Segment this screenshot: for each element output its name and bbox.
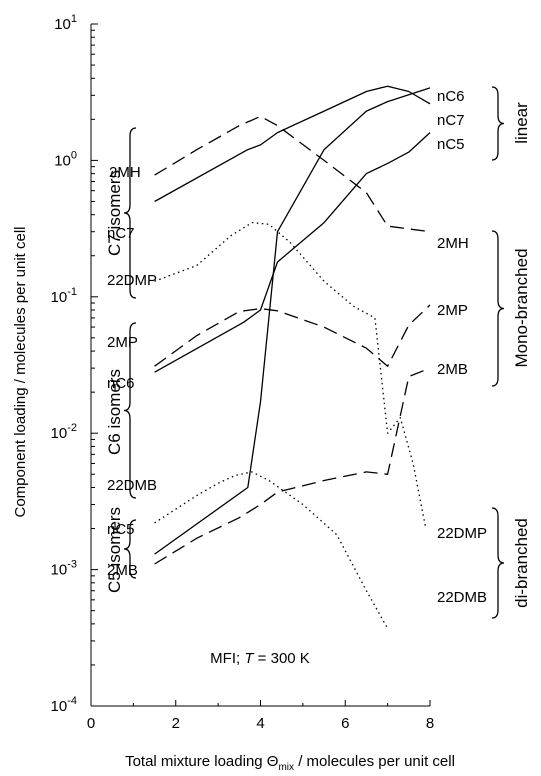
x-tick-label: 8 — [426, 715, 434, 732]
right-label-2mp: 2MP — [437, 302, 468, 319]
x-tick-label: 2 — [172, 715, 180, 732]
right-label-22dmp: 22DMP — [437, 525, 487, 542]
y-tick-label: 10-4 — [51, 695, 77, 715]
right-group-label-1: Mono-branched — [512, 248, 531, 367]
left-label-2mp: 2MP — [107, 334, 138, 351]
y-tick-label: 100 — [54, 149, 77, 169]
left-label-2mh: 2MH — [109, 164, 141, 181]
series-line-22dmb — [154, 471, 389, 629]
left-label-nc7: nC7 — [107, 225, 135, 242]
right-label-2mb: 2MB — [437, 361, 468, 378]
left-group-label-1: C6 isomers — [105, 369, 124, 455]
x-tick-label: 6 — [341, 715, 349, 732]
right-label-nc5: nC5 — [437, 136, 465, 153]
x-tick-label: 0 — [87, 715, 95, 732]
labels-layer: 2MH nC7 22DMP 2MP nC6 22DMB nC5 2MB C7 isomers C6… — [105, 86, 531, 619]
left-label-22dmp: 22DMP — [107, 272, 157, 289]
series-line-2mh — [154, 115, 431, 233]
chart-annotation: MFI; T = 300 K — [210, 650, 310, 667]
series-layer — [154, 85, 431, 629]
series-line-nc7 — [154, 85, 431, 203]
left-label-22dmb: 22DMB — [107, 477, 157, 494]
right-label-2mh: 2MH — [437, 235, 469, 252]
y-tick-label: 101 — [54, 13, 77, 33]
plot-axes: 0 2 4 6 8 101 100 10-1 10-2 10-3 10-4 — [51, 13, 435, 732]
y-tick-label: 10-1 — [51, 286, 77, 306]
brace-c6 — [123, 322, 137, 499]
left-label-nc5: nC5 — [107, 521, 135, 538]
brace-linear — [491, 86, 505, 161]
y-tick-label: 10-3 — [51, 559, 77, 579]
right-label-nc7: nC7 — [437, 112, 465, 129]
right-label-22dmb: 22DMB — [437, 589, 487, 606]
x-axis-title: Total mixture loading Θmix / molecules p… — [125, 753, 455, 773]
y-axis-title: Component loading / molecules per unit c… — [12, 227, 29, 518]
left-label-nc6: nC6 — [107, 375, 135, 392]
right-group-label-2: di-branched — [512, 518, 531, 608]
y-tick-label: 10-2 — [51, 422, 77, 442]
brace-c5 — [123, 519, 137, 579]
series-line-22dmp — [154, 221, 427, 529]
series-line-nc6 — [154, 132, 431, 373]
series-line-2mp — [154, 304, 431, 367]
left-group-label-2: C5 isomers — [105, 507, 124, 593]
left-group-label-0: C7 isomers — [105, 170, 124, 256]
series-line-2mb — [154, 367, 431, 565]
brace-c7 — [123, 127, 137, 299]
right-group-label-0: linear — [512, 102, 531, 144]
brace-di — [491, 507, 505, 619]
x-tick-label: 4 — [256, 715, 264, 732]
series-line-nc5 — [154, 87, 431, 555]
brace-mono — [491, 230, 505, 387]
right-label-nc6: nC6 — [437, 88, 465, 105]
